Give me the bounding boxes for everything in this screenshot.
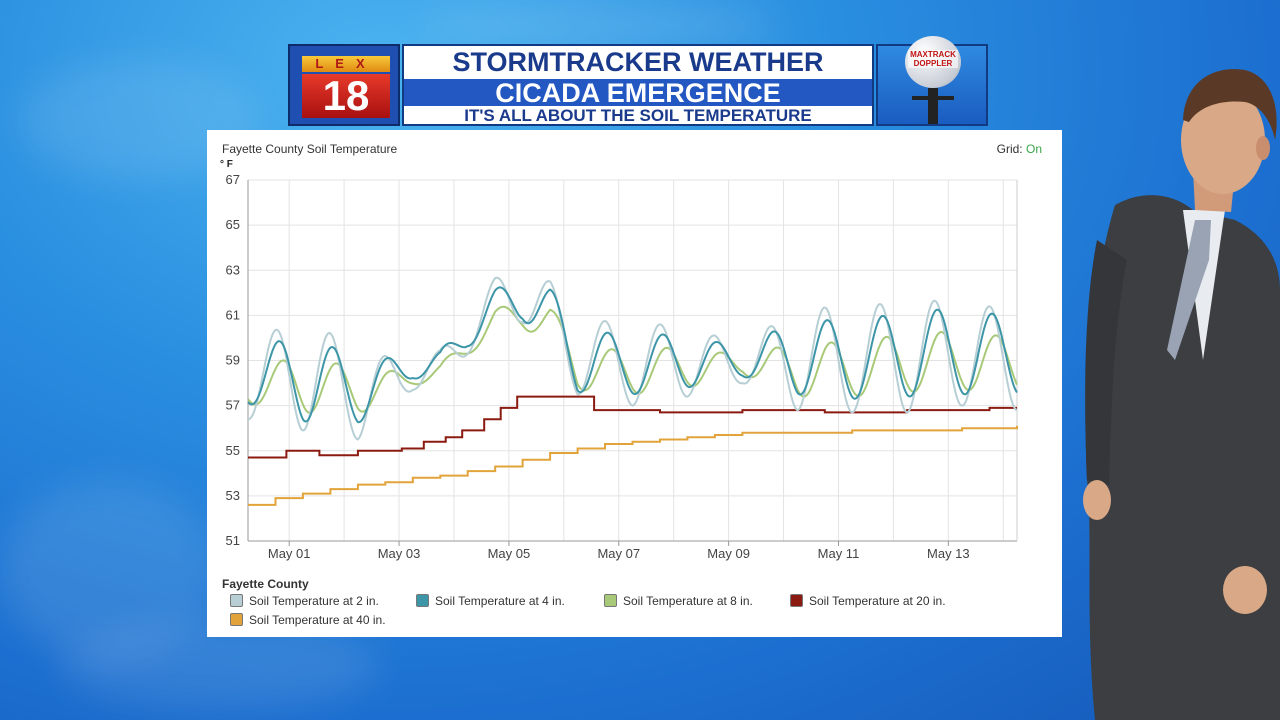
legend-item-8in[interactable]: Soil Temperature at 8 in. xyxy=(604,593,753,609)
banner-subtitle: IT'S ALL ABOUT THE SOIL TEMPERATURE xyxy=(464,106,812,125)
chart-panel: 67 65 63 61 59 57 55 53 51 May 01 May 03 May 05 May … xyxy=(207,130,1062,637)
x-tick-label: May 07 xyxy=(597,546,640,561)
y-tick-label: 65 xyxy=(226,217,240,232)
presenter-arm xyxy=(1085,240,1127,485)
x-tick-label: May 05 xyxy=(488,546,531,561)
chart-canvas: 67 65 63 61 59 57 55 53 51 May 01 May 03 May 05 May … xyxy=(226,172,1018,561)
legend-label: Soil Temperature at 40 in. xyxy=(249,613,386,627)
y-tick-label: 61 xyxy=(226,307,240,322)
y-tick-label: 57 xyxy=(226,398,240,413)
legend-label: Soil Temperature at 20 in. xyxy=(809,594,946,608)
station-logo: LEX 18 xyxy=(288,44,400,126)
banner-title-main: STORMTRACKER WEATHER xyxy=(452,47,824,77)
y-tick-label: 53 xyxy=(226,488,240,503)
presenter-hand-right xyxy=(1223,566,1267,614)
legend-label: Soil Temperature at 2 in. xyxy=(249,594,379,608)
banner-title-box: STORMTRACKER WEATHER CICADA EMERGENCE IT… xyxy=(402,44,874,126)
doppler-logo-text: MAXTRACK DOPPLER xyxy=(908,50,958,68)
x-tick-label: May 13 xyxy=(927,546,970,561)
presenter-figure xyxy=(1083,69,1280,720)
logo-lex-text: LEX xyxy=(302,56,390,72)
legend-label: Soil Temperature at 8 in. xyxy=(623,594,753,608)
radar-tower-icon xyxy=(928,88,938,124)
y-axis-unit: ° F xyxy=(220,159,233,170)
legend-swatch xyxy=(230,594,243,607)
banner-title-topic: CICADA EMERGENCE xyxy=(404,79,872,107)
y-tick-label: 55 xyxy=(226,443,240,458)
x-tick-label: May 01 xyxy=(268,546,311,561)
legend-swatch xyxy=(230,613,243,626)
legend-title: Fayette County xyxy=(222,577,309,591)
legend-item-40in[interactable]: Soil Temperature at 40 in. xyxy=(230,612,386,628)
presenter-ear xyxy=(1256,136,1270,160)
y-tick-label: 67 xyxy=(226,172,240,187)
chart-title: Fayette County Soil Temperature xyxy=(222,142,398,156)
presenter-hand xyxy=(1083,480,1111,520)
grid-toggle[interactable]: Grid: On xyxy=(997,142,1042,156)
legend-swatch xyxy=(416,594,429,607)
presenter-head xyxy=(1181,86,1265,194)
x-tick-label: May 09 xyxy=(707,546,750,561)
series-line-s20 xyxy=(248,395,1017,459)
grid-toggle-label: Grid: xyxy=(996,142,1023,156)
presenter-hair xyxy=(1183,69,1277,140)
legend-item-2in[interactable]: Soil Temperature at 2 in. xyxy=(230,593,379,609)
series-line-s4 xyxy=(247,286,1018,424)
series-line-s2 xyxy=(247,276,1018,441)
doppler-logo: MAXTRACK DOPPLER xyxy=(876,36,988,126)
radar-tower-base xyxy=(912,96,954,100)
series-line-s8 xyxy=(247,305,1018,414)
legend-swatch xyxy=(790,594,803,607)
y-tick-label: 63 xyxy=(226,262,240,277)
legend-item-4in[interactable]: Soil Temperature at 4 in. xyxy=(416,593,565,609)
grid-toggle-state[interactable]: On xyxy=(1025,142,1042,156)
x-tick-label: May 11 xyxy=(818,546,860,561)
series-line-s40 xyxy=(248,425,1018,506)
presenter-tie xyxy=(1167,220,1211,360)
legend-swatch xyxy=(604,594,617,607)
title-banner: LEX 18 STORMTRACKER WEATHER CICADA EMERG… xyxy=(288,36,988,126)
x-tick-label: May 03 xyxy=(378,546,421,561)
legend-item-20in[interactable]: Soil Temperature at 20 in. xyxy=(790,593,946,609)
y-tick-label: 51 xyxy=(226,533,240,548)
y-tick-label: 59 xyxy=(226,353,240,368)
logo-number: 18 xyxy=(302,74,390,118)
legend-label: Soil Temperature at 4 in. xyxy=(435,594,565,608)
